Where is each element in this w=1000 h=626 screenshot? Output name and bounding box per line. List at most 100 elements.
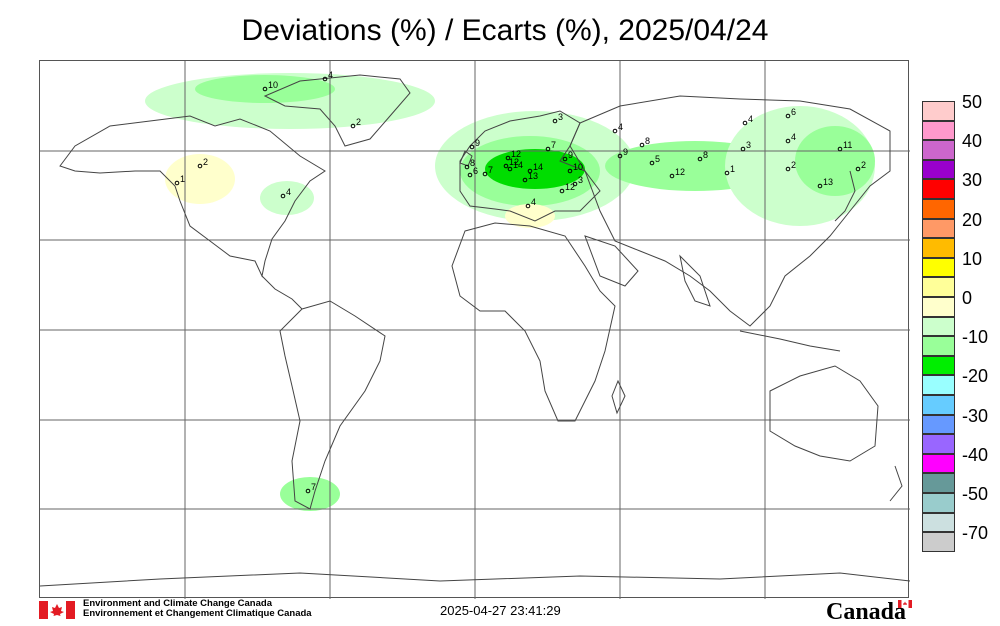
station-marker: 2 <box>197 157 208 169</box>
station-marker: 12 <box>503 157 519 169</box>
station-value: 12 <box>509 157 519 167</box>
agency-name: Environment and Climate Change Canada En… <box>83 599 312 619</box>
station-dot <box>507 166 513 172</box>
station-value: 4 <box>748 114 753 124</box>
station-dot <box>837 146 843 152</box>
station-dot <box>522 177 528 183</box>
station-marker: 6 <box>467 166 478 178</box>
station-value: 9 <box>568 150 573 160</box>
legend-swatch <box>922 453 955 474</box>
indonesia-coast <box>739 330 841 352</box>
wordmark-flag-icon <box>898 600 912 608</box>
station-dot <box>742 120 748 126</box>
legend-swatch <box>922 532 955 552</box>
asia-coast <box>569 95 891 327</box>
station-marker: 14 <box>507 160 523 172</box>
arabia-coast <box>584 235 639 287</box>
station-value: 14 <box>533 162 543 172</box>
legend-label: -30 <box>962 405 989 426</box>
station-dot <box>350 123 356 129</box>
station-value: 13 <box>823 177 833 187</box>
station-marker: 7 <box>545 140 556 152</box>
legend-swatch <box>922 297 955 317</box>
station-value: 3 <box>746 140 751 150</box>
station-dot <box>174 180 180 186</box>
station-value: 4 <box>286 187 291 197</box>
patagonia-shade <box>280 477 340 511</box>
station-dot <box>562 156 568 162</box>
legend-label: 20 <box>962 209 983 230</box>
station-marker: 8 <box>639 136 650 148</box>
madagascar-coast <box>611 379 626 415</box>
world-map: 10 4 2 2 1 4 3 4 9 7 12 8 12 6 7 14 14 13 9 10 3 12 4 9 8 5 12 8 1 4 3… <box>39 60 910 599</box>
station-value: 9 <box>623 147 628 157</box>
station-value: 4 <box>791 132 796 142</box>
map-title: Deviations (%) / Ecarts (%), 2025/04/24 <box>241 14 769 47</box>
station-value: 10 <box>268 80 278 90</box>
legend-label: -10 <box>962 327 989 348</box>
station-marker: 4 <box>612 122 623 134</box>
station-marker: 9 <box>469 138 480 150</box>
agency-name-fr: Environnement et Changement Climatique C… <box>83 608 312 619</box>
legend-swatch <box>922 199 955 219</box>
station-marker: 12 <box>669 167 685 179</box>
station-dot <box>469 144 475 150</box>
station-marker: 12 <box>505 149 521 161</box>
legend-swatch <box>922 375 955 395</box>
legend-swatch <box>922 277 955 297</box>
station-value: 12 <box>511 149 521 159</box>
station-dot <box>649 160 655 166</box>
station-dot <box>527 168 533 174</box>
station-value: 7 <box>551 140 556 150</box>
station-dot <box>817 183 823 189</box>
north-america-coast <box>59 115 326 278</box>
africa-coast <box>451 222 616 422</box>
new-zealand-coast <box>889 465 903 502</box>
station-dot <box>697 156 703 162</box>
station-dot <box>197 163 203 169</box>
station-dot <box>505 155 511 161</box>
station-value: 1 <box>180 174 185 184</box>
east-asia-shade <box>795 126 875 196</box>
station-marker: 2 <box>350 117 361 129</box>
station-marker: 3 <box>572 175 583 187</box>
legend-swatch <box>922 238 955 258</box>
legend-swatch <box>922 512 955 533</box>
legend-swatch <box>922 120 955 141</box>
station-dot <box>552 118 558 124</box>
station-marker: 4 <box>280 187 291 199</box>
station-value: 5 <box>655 154 660 164</box>
station-value: 6 <box>791 107 796 117</box>
station-dot <box>572 181 578 187</box>
station-dot <box>467 172 473 178</box>
greenland-coast <box>263 74 411 147</box>
legend-swatch <box>922 218 955 239</box>
legend-label: -20 <box>962 366 989 387</box>
legend-swatch <box>922 395 955 415</box>
legend-swatch <box>922 159 955 180</box>
legend-label: 30 <box>962 170 983 191</box>
station-value: 13 <box>528 171 538 181</box>
mediterranean-shade <box>505 204 555 228</box>
north-america-shade <box>165 154 235 204</box>
australia-coast <box>769 365 879 462</box>
antarctica-coast <box>40 572 910 587</box>
station-dot <box>280 193 286 199</box>
station-marker: 1 <box>724 164 735 176</box>
legend-label: -70 <box>962 523 989 544</box>
station-value: 1 <box>730 164 735 174</box>
legend-label: -40 <box>962 444 989 465</box>
station-marker: 9 <box>617 147 628 159</box>
station-marker: 4 <box>525 197 536 209</box>
station-marker: 8 <box>697 150 708 162</box>
station-dot <box>559 188 565 194</box>
station-marker: 13 <box>817 177 833 189</box>
station-dot <box>740 146 746 152</box>
station-value: 7 <box>311 482 316 492</box>
station-dot <box>785 166 791 172</box>
station-marker: 2 <box>855 160 866 172</box>
station-marker: 5 <box>649 154 660 166</box>
south-america-coast <box>279 300 386 510</box>
